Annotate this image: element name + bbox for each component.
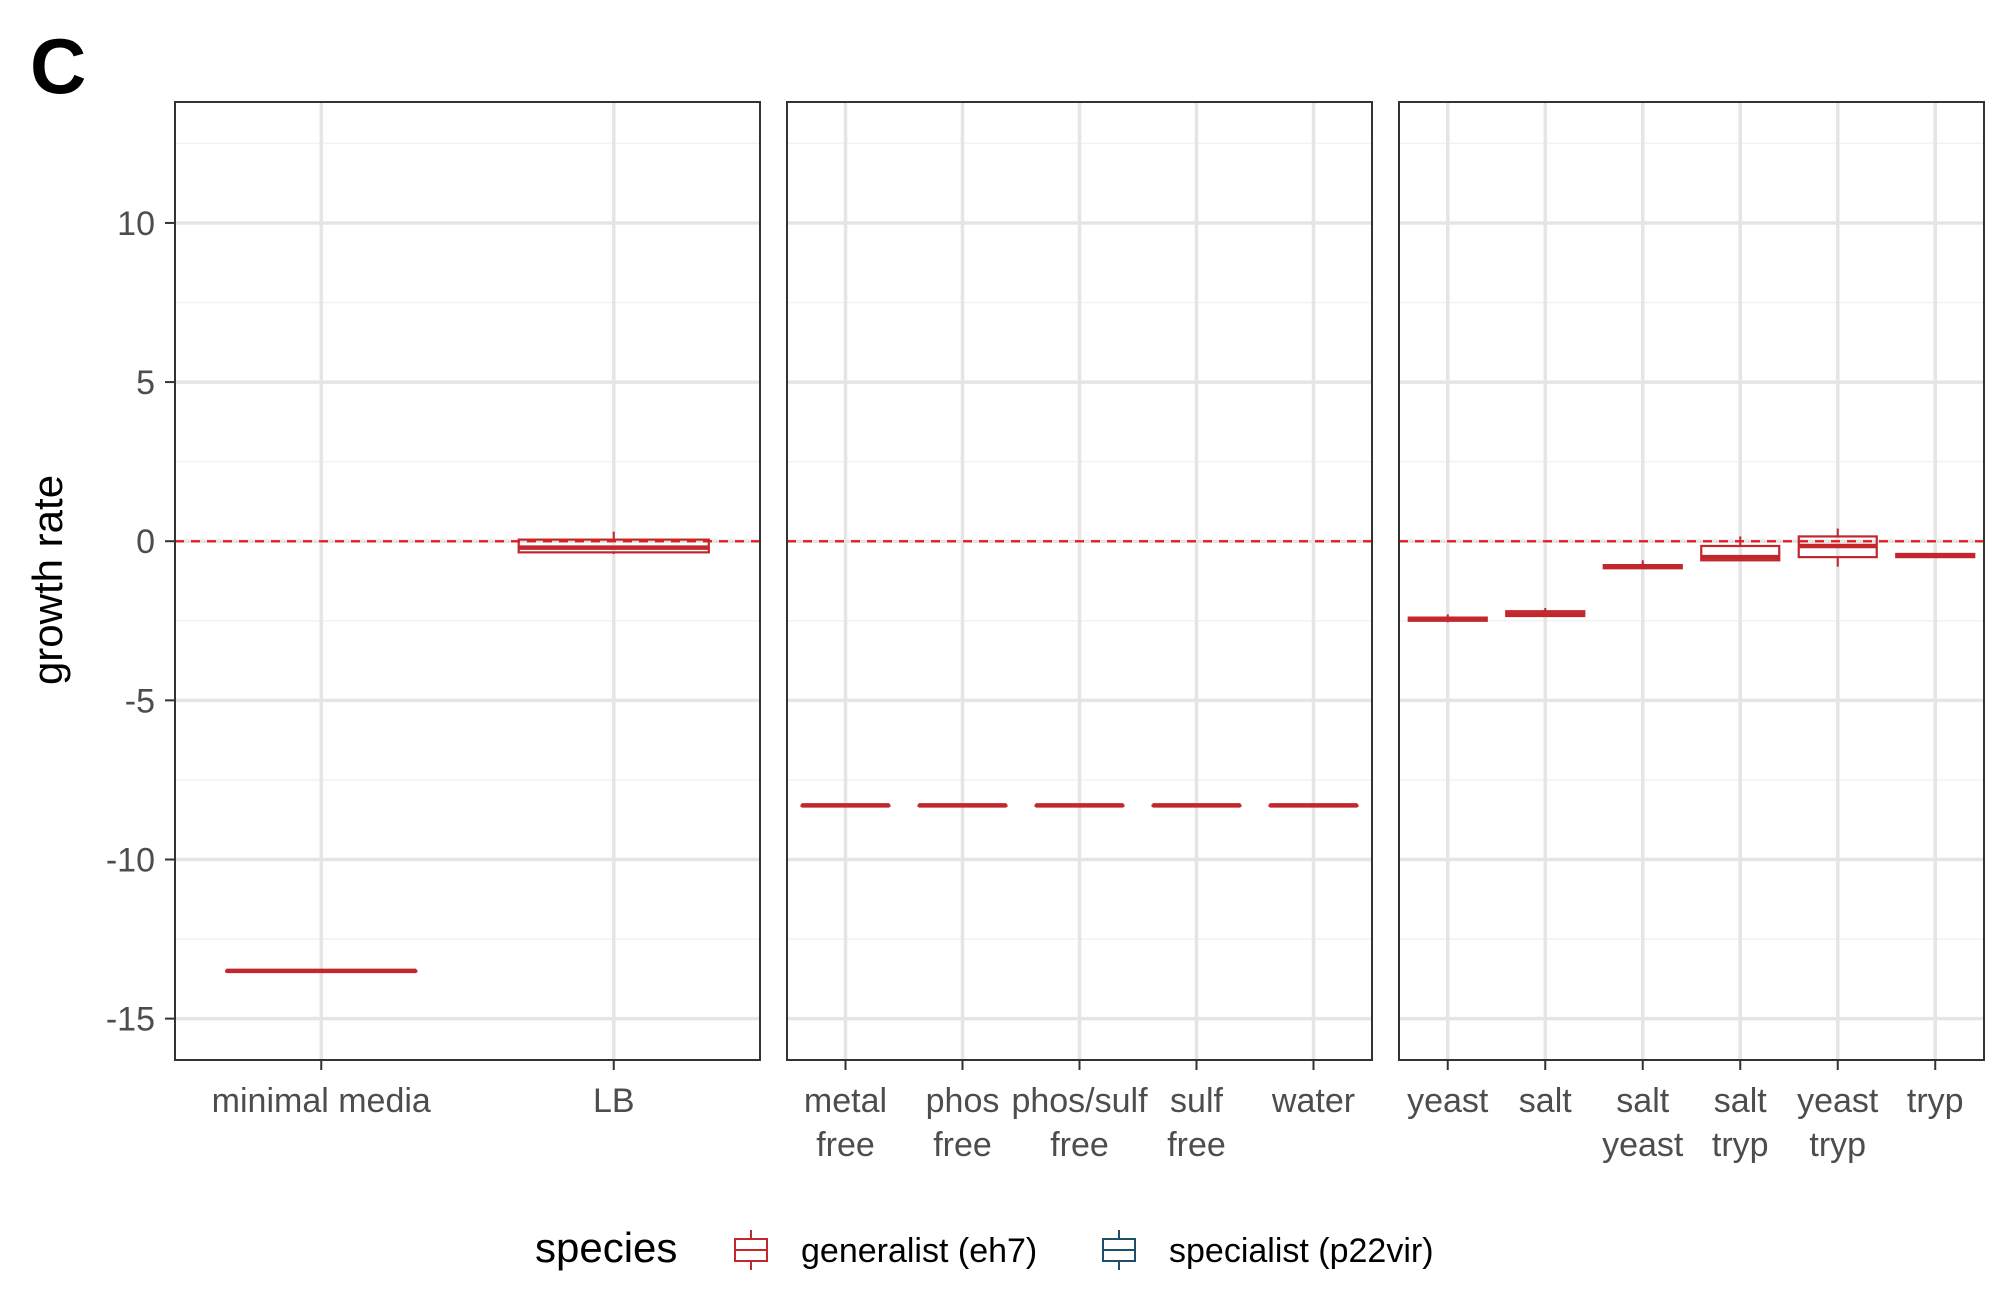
box-generalist [1407,614,1488,623]
box-iqr [1700,544,1781,562]
x-tick-label: LB [593,1082,635,1120]
x-tick-label: salt yeast [1602,1082,1684,1164]
box-generalist [1034,803,1125,808]
box-generalist [800,803,891,808]
x-tick-label: salt tryp [1712,1082,1769,1164]
panel-background [175,102,760,1060]
x-tick-label: yeast tryp [1797,1082,1879,1164]
x-tick-label: water [1271,1082,1355,1120]
facets: minimal media LB metal free phos freephos/sul… [174,101,1985,1164]
legend-title: species [535,1224,677,1271]
panel-label: C [30,22,86,110]
x-tick-label: minimal media [212,1082,431,1120]
legend-key-generalist [734,1230,768,1270]
box-generalist [1797,528,1878,567]
x-tick-label: phos free [926,1082,1000,1164]
box-generalist [1895,552,1976,559]
y-tick-label: 10 [117,205,155,243]
y-tick-label: -5 [125,682,155,720]
y-tick-label: -15 [106,1001,155,1039]
box-generalist [1268,803,1359,808]
panel-background [1399,102,1984,1060]
panel-border [174,101,761,1061]
y-axis: 10 5 0 -5 -10 -15 [106,205,175,1039]
y-tick-label: 5 [136,364,155,402]
x-tick-label: salt [1519,1082,1572,1120]
facet-panel-3: yeast salt salt yeast salt tryp yeast tryp tryp [1398,101,1985,1164]
box-generalist [1505,608,1586,618]
x-tick-label: phos/sulf free [1011,1082,1148,1164]
y-tick-label: -10 [106,841,155,879]
panel-border [1398,101,1985,1061]
legend-label-generalist: generalist (eh7) [801,1232,1037,1270]
legend-label-specialist: specialist (p22vir) [1169,1232,1434,1270]
facet-panel-1: minimal media LB [174,101,761,1120]
x-tick-label: metal free [804,1082,887,1164]
box-generalist [917,803,1008,808]
y-axis-label: growth rate [24,475,71,685]
box-generalist [1700,536,1781,562]
box-generalist [225,968,418,974]
legend-key-specialist [1102,1230,1136,1270]
x-tick-label: tryp [1907,1082,1964,1120]
x-tick-label: sulf free [1167,1082,1226,1164]
legend: species generalist (eh7) specialist (p22v… [535,1224,1434,1271]
box-generalist [1151,803,1242,808]
box-generalist [1602,560,1683,570]
x-tick-label: yeast [1407,1082,1489,1120]
box-generalist [517,531,710,554]
y-tick-label: 0 [136,523,155,561]
